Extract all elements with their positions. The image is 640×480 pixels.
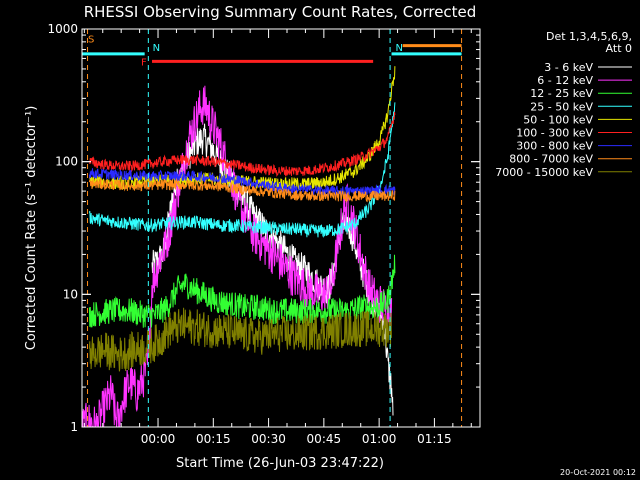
x-tick-label: 00:30 xyxy=(251,432,286,446)
y-tick-label: 1000 xyxy=(47,22,78,36)
series-line-2 xyxy=(88,254,396,328)
x-tick-label: 00:45 xyxy=(307,432,342,446)
footer-date: 20-Oct-2021 00:12 xyxy=(560,468,636,477)
series-line-1 xyxy=(82,85,393,427)
series-line-7 xyxy=(88,177,396,204)
legend-entry-0: 3 - 6 keV xyxy=(544,61,593,74)
y-tick-label: 100 xyxy=(55,155,78,169)
series-layer xyxy=(82,66,396,427)
legend-entry-5: 100 - 300 keV xyxy=(516,127,593,140)
x-axis: 00:00 00:15 00:30 00:45 01:00 01:15 xyxy=(83,29,472,446)
plot-frame xyxy=(81,28,481,428)
series-line-8 xyxy=(88,307,392,372)
y-axis: 1 10 100 1000 xyxy=(47,22,480,434)
legend-entry-7: 800 - 7000 keV xyxy=(509,153,593,166)
flag-label-1: N xyxy=(153,43,160,54)
legend-entry-3: 25 - 50 keV xyxy=(530,100,593,113)
flag-label-3: F xyxy=(141,57,147,68)
legend-header-2: Att 0 xyxy=(606,42,632,55)
y-tick-label: 10 xyxy=(63,287,78,301)
legend-entry-2: 12 - 25 keV xyxy=(530,87,593,100)
x-tick-label: 01:00 xyxy=(362,432,397,446)
y-axis-label: Corrected Count Rate (s⁻¹ detector⁻¹) xyxy=(24,106,39,351)
flag-label-0: S xyxy=(88,35,94,46)
chart-title: RHESSI Observing Summary Count Rates, Co… xyxy=(84,3,477,21)
x-tick-label: 00:00 xyxy=(141,432,176,446)
y-tick-label: 1 xyxy=(70,420,78,434)
series-line-5 xyxy=(89,111,396,178)
x-tick-label: 00:15 xyxy=(196,432,231,446)
legend-entry-4: 50 - 100 keV xyxy=(523,113,593,126)
legend-entry-1: 6 - 12 keV xyxy=(537,74,593,87)
x-tick-label: 01:15 xyxy=(417,432,452,446)
legend-entry-8: 7000 - 15000 keV xyxy=(495,166,593,179)
series-line-3 xyxy=(88,102,396,238)
legend-header-1: Det 1,3,4,5,6,9, xyxy=(546,30,632,43)
x-axis-label: Start Time (26-Jun-03 23:47:22) xyxy=(176,456,384,471)
flag-label-2: N xyxy=(396,43,403,54)
legend-entry-6: 300 - 800 keV xyxy=(516,140,593,153)
